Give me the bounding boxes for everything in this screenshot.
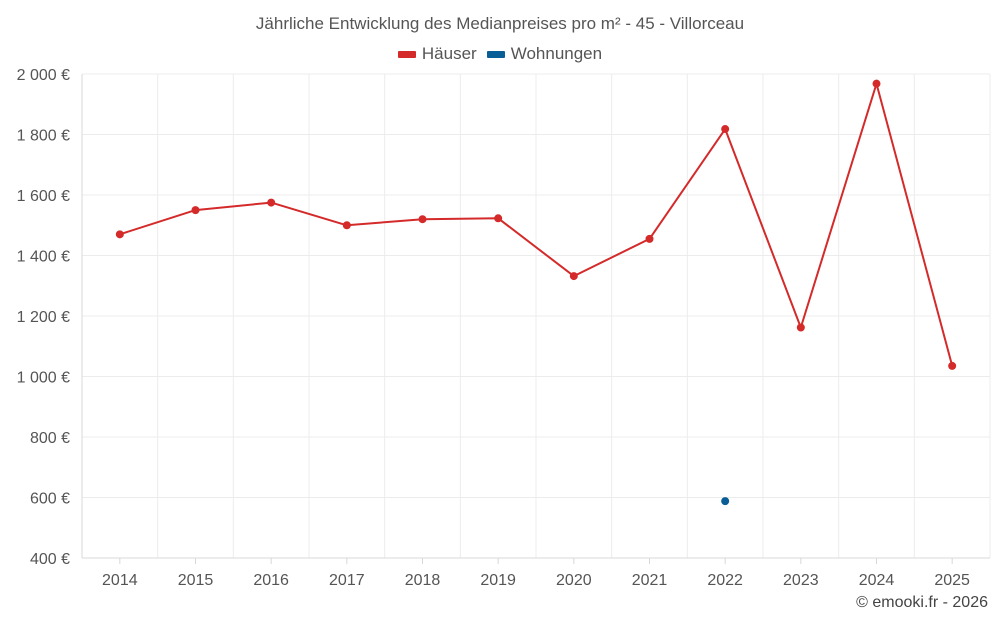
y-tick-label: 2 000 € — [17, 67, 70, 84]
data-point-h-user — [569, 272, 578, 281]
data-point-h-user — [645, 234, 654, 243]
credit-text: © emooki.fr - 2026 — [856, 594, 988, 611]
x-tick-label: 2015 — [178, 572, 214, 589]
y-tick-label: 800 € — [30, 430, 70, 447]
y-tick-label: 1 200 € — [17, 309, 70, 326]
legend-item-haeuser[interactable]: Häuser — [397, 44, 477, 64]
chart-title: Jährliche Entwicklung des Medianpreises … — [255, 14, 745, 33]
legend-item-wohnungen[interactable]: Wohnungen — [486, 44, 603, 64]
legend-swatch-wohnungen — [486, 50, 505, 58]
data-point-h-user — [872, 79, 881, 88]
x-tick-label: 2019 — [480, 572, 516, 589]
chart-legend: Häuser Wohnungen — [0, 44, 1000, 64]
x-tick-label: 2021 — [632, 572, 668, 589]
y-tick-label: 1 000 € — [17, 370, 70, 387]
x-tick-label: 2020 — [556, 572, 592, 589]
x-tick-label: 2022 — [707, 572, 743, 589]
x-tick-label: 2024 — [859, 572, 895, 589]
chart-grid — [82, 73, 991, 558]
data-point-h-user — [418, 215, 427, 224]
data-point-h-user — [267, 198, 276, 207]
chart-series — [115, 79, 957, 506]
x-tick-label: 2014 — [102, 572, 138, 589]
legend-label-wohnungen: Wohnungen — [510, 44, 603, 63]
y-tick-label: 1 400 € — [17, 249, 70, 266]
x-tick-label: 2023 — [783, 572, 819, 589]
x-tick-label: 2016 — [253, 572, 289, 589]
data-point-wohnungen — [721, 497, 730, 506]
data-point-h-user — [796, 323, 805, 332]
data-point-h-user — [342, 221, 351, 230]
data-point-h-user — [948, 361, 957, 370]
data-point-h-user — [191, 206, 200, 215]
x-tick-label: 2018 — [405, 572, 441, 589]
y-tick-label: 400 € — [30, 551, 70, 568]
chart-axes: 400 € 600 € 800 € 1 000 € 1 200 € 1 400 € 1 60… — [17, 67, 990, 589]
y-tick-label: 600 € — [30, 491, 70, 508]
legend-swatch-haeuser — [397, 50, 416, 58]
data-point-h-user — [721, 125, 730, 134]
data-point-h-user — [115, 230, 124, 239]
legend-label-haeuser: Häuser — [421, 44, 477, 63]
y-tick-label: 1 800 € — [17, 128, 70, 145]
x-tick-label: 2025 — [934, 572, 970, 589]
y-tick-label: 1 600 € — [17, 188, 70, 205]
x-tick-label: 2017 — [329, 572, 365, 589]
data-point-h-user — [494, 214, 503, 223]
series-line-h-user — [119, 82, 954, 367]
